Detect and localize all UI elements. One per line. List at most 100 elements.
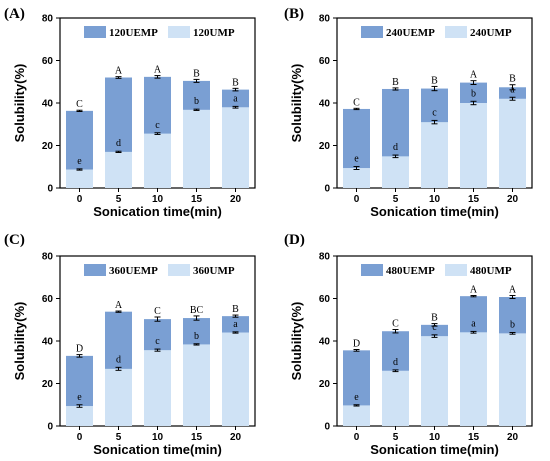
significance-letter: C	[392, 319, 399, 330]
significance-letter: b	[194, 96, 199, 107]
y-tick-label: 80	[319, 252, 331, 263]
significance-letter: d	[393, 142, 398, 153]
significance-letter: a	[471, 318, 476, 329]
x-axis-title: Sonication time(min)	[370, 442, 499, 457]
legend-swatch	[361, 264, 383, 276]
significance-letter: B	[509, 74, 516, 85]
panel-label: (A)	[4, 6, 25, 22]
chart-panel-3: (C) 0 20 40 60 80 Solubility(%) Sonication time…	[4, 232, 256, 457]
x-tick-label: 0	[77, 194, 83, 205]
significance-letter: e	[77, 156, 82, 167]
significance-letter: BC	[190, 305, 204, 316]
x-axis-title: Sonication time(min)	[370, 204, 499, 219]
panel-label: (C)	[4, 232, 25, 248]
significance-letter: A	[509, 285, 517, 296]
legend-label: 240UEMP	[386, 27, 435, 39]
y-tick-label: 60	[42, 294, 54, 305]
legend-swatch	[445, 26, 467, 38]
bar-ump	[343, 405, 370, 426]
chart-panel-2: (B) 0 20 40 60 80 Solubility(%) Sonication time…	[284, 6, 533, 219]
y-tick-label: 80	[319, 14, 331, 25]
y-tick-label: 0	[324, 422, 330, 433]
bar-ump	[382, 156, 409, 188]
y-tick-label: 0	[324, 184, 330, 195]
x-axis-title: Sonication time(min)	[93, 204, 222, 219]
x-tick-label: 10	[429, 432, 441, 443]
x-tick-label: 15	[468, 194, 480, 205]
y-tick-label: 40	[319, 99, 331, 110]
y-axis-title: Solubility(%)	[12, 64, 27, 143]
y-axis-title: Solubility(%)	[12, 302, 27, 381]
bar-ump	[460, 332, 487, 426]
bar-ump	[222, 332, 249, 426]
bar-ump	[460, 103, 487, 188]
legend-swatch	[445, 264, 467, 276]
significance-letter: A	[154, 65, 162, 76]
significance-letter: c	[432, 107, 437, 118]
bar-ump	[222, 107, 249, 188]
significance-letter: D	[76, 344, 83, 355]
y-tick-label: 60	[319, 294, 331, 305]
bar-ump	[105, 151, 132, 188]
legend-swatch	[84, 26, 106, 38]
chart-panel-4: (D) 0 20 40 60 80 Solubility(%) Sonication time…	[284, 232, 533, 457]
significance-letter: B	[431, 313, 438, 324]
significance-letter: e	[354, 154, 359, 165]
x-tick-label: 10	[152, 194, 164, 205]
x-tick-label: 20	[507, 432, 519, 443]
bar-ump	[183, 109, 210, 188]
significance-letter: d	[116, 354, 121, 365]
bar-ump	[421, 122, 448, 188]
legend-label: 480UEMP	[386, 265, 435, 277]
significance-letter: B	[232, 304, 239, 315]
x-tick-label: 10	[429, 194, 441, 205]
legend-label: 480UMP	[470, 265, 512, 277]
y-tick-label: 40	[42, 99, 54, 110]
significance-letter: a	[233, 93, 238, 104]
x-tick-label: 5	[393, 194, 399, 205]
legend-label: 120UMP	[193, 27, 235, 39]
y-tick-label: 20	[42, 379, 54, 390]
legend-swatch	[168, 264, 190, 276]
x-tick-label: 0	[77, 432, 83, 443]
legend: 480UEMP 480UMP	[361, 264, 512, 277]
y-tick-label: 0	[47, 184, 53, 195]
significance-letter: A	[115, 300, 123, 311]
significance-letter: D	[353, 339, 360, 350]
significance-letter: C	[76, 99, 83, 110]
x-tick-label: 0	[354, 194, 360, 205]
bar-ump	[382, 370, 409, 426]
x-tick-label: 0	[354, 432, 360, 443]
x-tick-label: 20	[230, 432, 242, 443]
bar-ump	[343, 168, 370, 188]
legend-label: 360UMP	[193, 265, 235, 277]
significance-letter: A	[470, 285, 478, 296]
y-tick-label: 20	[319, 141, 331, 152]
legend-label: 240UMP	[470, 27, 512, 39]
bar-ump	[421, 336, 448, 426]
bar-ump	[499, 98, 526, 188]
significance-letter: e	[354, 392, 359, 403]
legend: 240UEMP 240UMP	[361, 26, 512, 39]
legend: 120UEMP 120UMP	[84, 26, 235, 39]
bar-ump	[144, 133, 171, 188]
legend-swatch	[361, 26, 383, 38]
y-tick-label: 80	[42, 252, 54, 263]
significance-letter: A	[115, 66, 123, 77]
x-tick-label: 10	[152, 432, 164, 443]
significance-letter: B	[392, 77, 399, 88]
x-tick-label: 15	[191, 432, 203, 443]
significance-letter: b	[194, 331, 199, 342]
y-tick-label: 60	[42, 56, 54, 67]
significance-letter: e	[77, 392, 82, 403]
significance-letter: c	[155, 120, 160, 131]
legend-label: 120UEMP	[109, 27, 158, 39]
bar-ump	[499, 333, 526, 426]
legend-swatch	[168, 26, 190, 38]
x-tick-label: 15	[191, 194, 203, 205]
significance-letter: b	[471, 88, 476, 99]
x-tick-label: 5	[116, 432, 122, 443]
y-tick-label: 0	[47, 422, 53, 433]
significance-letter: A	[470, 70, 478, 81]
